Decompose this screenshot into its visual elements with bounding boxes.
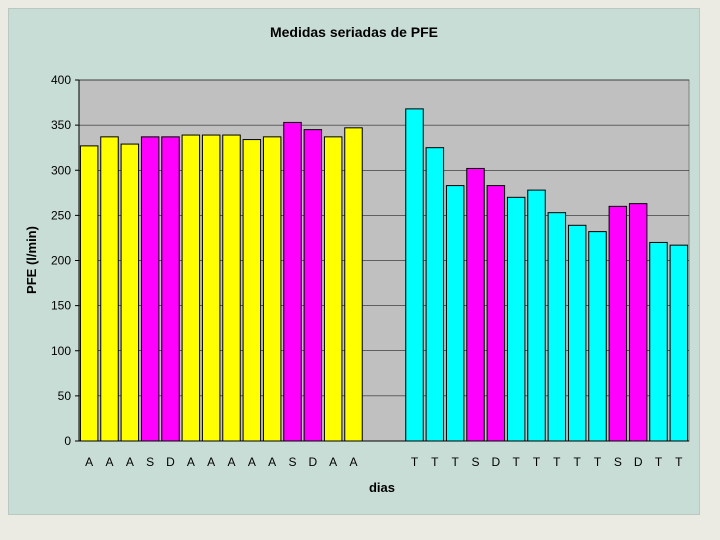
gridlines <box>79 79 689 397</box>
bar <box>201 134 221 442</box>
bar <box>344 127 363 442</box>
bar <box>628 203 648 442</box>
y-axis-title: PFE (l/min) <box>24 226 39 294</box>
bar <box>140 136 160 442</box>
y-tick-label: 300 <box>51 163 71 177</box>
bar <box>669 244 689 442</box>
y-tick-label: 200 <box>51 254 71 268</box>
x-axis-title: dias <box>369 480 395 495</box>
chart-area: Medidas seriadas de PFE 0 50 100 150 200 250 3… <box>8 8 700 515</box>
bar <box>588 231 607 442</box>
x-tick-label: T <box>411 455 419 469</box>
bar <box>100 136 119 442</box>
y-tick-label: 250 <box>51 208 71 222</box>
x-tick-label: S <box>146 455 154 469</box>
x-tick-label: A <box>126 455 134 469</box>
bar <box>303 129 323 442</box>
x-tick-label: S <box>471 455 479 469</box>
bar <box>547 212 567 442</box>
x-tick-label: T <box>553 455 561 469</box>
x-tick-label: D <box>491 455 500 469</box>
x-tick-label: A <box>227 455 235 469</box>
bar <box>466 167 485 442</box>
y-axis-ticks: 0 50 100 150 200 250 300 350 400 <box>51 73 79 448</box>
y-tick-label: 400 <box>51 73 71 87</box>
x-tick-label: T <box>512 455 520 469</box>
y-tick-label: 150 <box>51 299 71 313</box>
bar <box>527 189 546 442</box>
x-tick-label: A <box>187 455 195 469</box>
bar <box>120 143 140 442</box>
x-tick-label: S <box>614 455 622 469</box>
chart-title: Medidas seriadas de PFE <box>270 24 438 40</box>
x-tick-label: A <box>105 455 113 469</box>
x-tick-label: T <box>431 455 439 469</box>
bar <box>181 134 201 442</box>
x-tick-label: A <box>329 455 337 469</box>
bar <box>262 136 282 442</box>
x-tick-label: T <box>573 455 581 469</box>
x-tick-label: A <box>268 455 276 469</box>
y-tick-label: 0 <box>64 434 71 448</box>
bar <box>283 121 302 442</box>
bar-chart: Medidas seriadas de PFE 0 50 100 150 200 250 3… <box>24 24 690 495</box>
bar <box>486 185 506 442</box>
x-tick-label: T <box>594 455 602 469</box>
bar <box>567 224 587 442</box>
bars <box>79 108 689 442</box>
bar <box>323 136 343 442</box>
x-tick-label: S <box>288 455 296 469</box>
bar <box>608 205 628 442</box>
x-tick-label: A <box>248 455 256 469</box>
bar <box>161 136 180 442</box>
bar <box>425 147 445 442</box>
bar <box>405 108 424 442</box>
x-tick-label: A <box>85 455 93 469</box>
x-tick-label: T <box>655 455 663 469</box>
x-tick-label: T <box>533 455 541 469</box>
bar <box>242 139 262 442</box>
x-tick-label: D <box>634 455 643 469</box>
x-tick-label: T <box>675 455 683 469</box>
x-tick-label: D <box>166 455 175 469</box>
bar <box>649 241 668 442</box>
y-tick-label: 50 <box>58 389 72 403</box>
x-tick-label: D <box>308 455 317 469</box>
y-tick-label: 350 <box>51 118 71 132</box>
x-tick-label: A <box>207 455 215 469</box>
x-tick-label: A <box>349 455 357 469</box>
bar <box>506 196 526 442</box>
x-tick-label: T <box>451 455 459 469</box>
y-tick-label: 100 <box>51 344 71 358</box>
bar <box>222 134 241 442</box>
bar <box>79 145 99 442</box>
bar <box>445 185 465 442</box>
